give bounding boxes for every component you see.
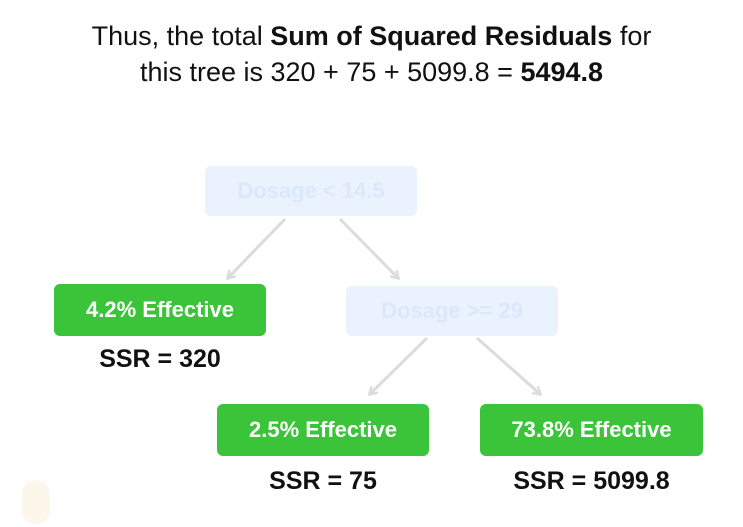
caption-line-1-suffix: for	[612, 21, 652, 51]
edge-internal-to-leaf-3	[476, 336, 540, 394]
corner-decoration	[22, 480, 50, 524]
leaf-node-3-label: 73.8% Effective	[511, 417, 672, 442]
root-node-label: Dosage < 14.5	[237, 178, 385, 203]
leaf-node-3: 73.8% Effective	[480, 404, 703, 456]
leaf-1-ssr: SSR = 320	[99, 345, 221, 373]
edge-internal-to-leaf-2	[370, 336, 429, 394]
caption: Thus, the total Sum of Squared Residuals…	[0, 18, 743, 90]
leaf-node-2: 2.5% Effective	[217, 404, 429, 456]
leaf-node-1-label: 4.2% Effective	[86, 297, 234, 322]
edge-root-to-internal	[338, 217, 398, 278]
edge-root-to-leaf-1	[228, 217, 287, 278]
leaf-node-1: 4.2% Effective	[54, 284, 266, 336]
caption-line-2-prefix: this tree is 320 + 75 + 5099.8 =	[139, 57, 521, 87]
leaf-2-ssr: SSR = 75	[269, 467, 377, 495]
internal-node: Dosage >= 29	[346, 286, 558, 336]
caption-line-2: this tree is 320 + 75 + 5099.8 = 5494.8	[0, 54, 743, 90]
internal-node-label: Dosage >= 29	[381, 298, 523, 323]
caption-line-1-prefix: Thus, the total	[91, 21, 271, 51]
caption-line-1: Thus, the total Sum of Squared Residuals…	[0, 18, 743, 54]
root-node: Dosage < 14.5	[205, 166, 417, 216]
caption-line-1-emphasis: Sum of Squared Residuals	[270, 21, 613, 51]
leaf-node-2-label: 2.5% Effective	[249, 417, 397, 442]
total-ssr-value: 5494.8	[520, 57, 604, 87]
leaf-3-ssr: SSR = 5099.8	[513, 467, 670, 495]
